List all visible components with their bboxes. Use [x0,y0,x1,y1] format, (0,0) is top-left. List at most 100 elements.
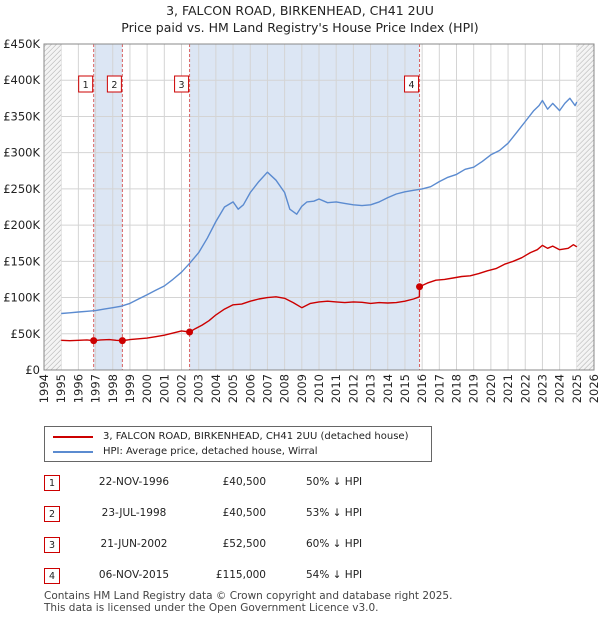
sale-row: 1 22-NOV-1996 £40,500 50% ↓ HPI [44,475,404,491]
hatch-line [576,224,595,243]
hatch-line [576,254,595,273]
hatch-line [43,214,62,233]
x-tick-label: 2007 [260,374,274,403]
hatch-line [43,209,62,228]
sale-marker-badge: 1 [44,475,60,491]
footer-line-1: Contains HM Land Registry data © Crown c… [44,590,453,602]
hatch-line [576,119,595,138]
hatch-line [43,344,62,363]
sale-point [416,283,424,291]
hatch-line [576,334,595,353]
hatch-line [43,169,62,188]
sale-hpi-diff: 53% ↓ HPI [306,507,363,519]
hatch-line [43,319,62,338]
hatch-line [43,43,58,58]
hatch-line [576,309,595,328]
hatch-line [43,159,62,178]
hatch-line [43,104,62,123]
y-tick-label: £50K [11,327,41,341]
hatch-line [43,329,62,348]
y-tick-label: £300K [3,146,40,160]
sale-marker-badge: 2 [44,506,60,522]
y-tick-label: £200K [3,218,40,232]
hatch-line [576,269,595,288]
x-tick-label: 2019 [467,374,481,403]
y-tick-label: £400K [3,73,40,87]
hatch-line [576,114,595,133]
hatch-line [43,204,62,223]
hatch-line [43,269,62,288]
sale-marker-box [404,75,420,93]
x-tick-label: 2006 [243,374,257,403]
x-tick-label: 2005 [226,374,240,403]
hatch-line [576,144,595,163]
hatch-line [43,274,62,293]
hatch-line [43,239,62,258]
hatch-line [576,189,595,208]
x-tick-label: 2016 [415,374,429,403]
hatch-line [576,329,595,348]
hatch-line [43,84,62,103]
hatch-line [576,194,595,213]
hatch-line [576,349,595,368]
hatch-line [576,209,595,228]
hatch-line [43,184,62,203]
sale-marker-label: 1 [83,80,89,91]
hatch-line [576,54,595,73]
hatch-line [43,244,62,263]
footer-line-2: This data is licensed under the Open Gov… [44,602,379,614]
hatch-line [43,229,62,248]
hatch-line [576,69,595,88]
hatch-line [576,214,595,233]
footer-attribution: Contains HM Land Registry data © Crown c… [44,590,452,614]
hatch-line [576,64,595,83]
hatch-line [43,234,62,253]
sale-hpi-diff: 60% ↓ HPI [306,538,363,550]
hatch-line [576,129,595,148]
hatch-line [43,264,62,283]
hatch-line [578,354,595,371]
hatch-line [576,159,595,178]
y-tick-label: £150K [3,254,40,268]
sale-price: £52,500 [222,538,266,550]
hatch-line [576,43,585,53]
sale-point [90,337,98,345]
legend-label-hpi: HPI: Average price, detached house, Wirr… [103,446,318,457]
sale-date: 22-NOV-1996 [98,476,170,488]
hatch-line [43,314,62,333]
hatch-line [43,194,62,213]
hatch-line [43,279,62,298]
x-tick-label: 2009 [295,374,309,403]
hatch-line [43,54,62,73]
legend-label-price: 3, FALCON ROAD, BIRKENHEAD, CH41 2UU (de… [103,431,409,442]
sale-date: 23-JUL-1998 [101,507,167,519]
hatch-line [576,264,595,283]
price-chart: 1 2 3 4 £0 £50K £100K £150K £200K £250K £300K £350… [3,37,600,403]
y-tick-label: £450K [3,37,40,51]
x-tick-label: 1997 [89,374,103,403]
hatch-line [576,74,595,93]
hatch-line [43,109,62,128]
legend-swatch-hpi [53,450,93,453]
hatch-line [576,279,595,298]
hatch-line [576,94,595,113]
plot-frame [43,43,595,371]
x-tick-label: 2017 [432,374,446,403]
sale-row: 2 23-JUL-1998 £40,500 53% ↓ HPI [44,506,404,522]
hatch-line [43,74,62,93]
x-tick-label: 2001 [157,374,171,403]
shaded-span [189,44,420,370]
sale-price: £40,500 [222,476,266,488]
hatch-line [43,289,62,308]
hpi-line [61,97,578,315]
hatch-line [576,289,595,308]
hatch-line [576,284,595,303]
hatch-line [43,324,62,343]
hatch-line [43,129,62,148]
hatch-line [43,89,62,108]
hatch-line [576,149,595,168]
hatch-line [45,354,62,371]
hatch-line [43,144,62,163]
sale-marker-box [174,75,190,93]
x-tick-label: 2011 [329,374,343,403]
